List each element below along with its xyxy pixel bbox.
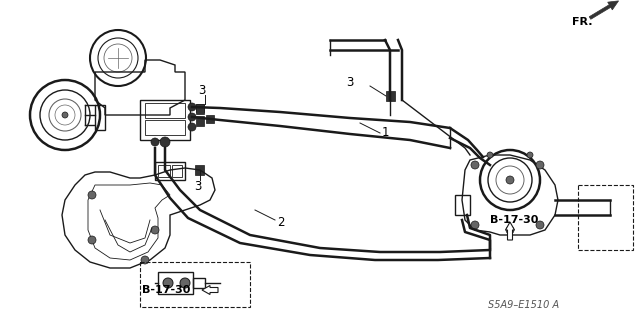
Bar bbox=[145, 103, 185, 118]
Text: 3: 3 bbox=[195, 180, 202, 192]
FancyArrow shape bbox=[506, 222, 515, 240]
Bar bbox=[140, 262, 250, 307]
Bar bbox=[196, 104, 204, 114]
Circle shape bbox=[487, 152, 493, 158]
Circle shape bbox=[88, 236, 96, 244]
Circle shape bbox=[62, 112, 68, 118]
Bar bbox=[196, 104, 204, 112]
FancyArrow shape bbox=[202, 286, 218, 294]
Bar bbox=[158, 272, 193, 294]
Text: S5A9–E1510 A: S5A9–E1510 A bbox=[488, 300, 559, 310]
Bar bbox=[196, 116, 204, 126]
Circle shape bbox=[151, 226, 159, 234]
Text: 2: 2 bbox=[277, 216, 285, 228]
Circle shape bbox=[160, 137, 170, 147]
Text: B-17-30: B-17-30 bbox=[490, 215, 538, 225]
Circle shape bbox=[188, 113, 196, 121]
Bar bbox=[193, 278, 205, 288]
Text: 1: 1 bbox=[382, 127, 390, 139]
Text: 3: 3 bbox=[346, 76, 354, 88]
Bar bbox=[172, 165, 182, 177]
Text: FR.: FR. bbox=[572, 17, 593, 27]
Bar bbox=[206, 115, 214, 123]
Circle shape bbox=[88, 191, 96, 199]
Bar bbox=[145, 120, 185, 135]
Circle shape bbox=[163, 278, 173, 288]
Bar bbox=[158, 165, 170, 177]
Bar bbox=[155, 162, 185, 180]
Circle shape bbox=[506, 176, 514, 184]
Text: B-17-30: B-17-30 bbox=[142, 285, 190, 295]
Circle shape bbox=[188, 123, 196, 131]
Text: 3: 3 bbox=[198, 85, 205, 98]
Bar bbox=[140, 100, 190, 140]
Bar bbox=[95, 105, 105, 130]
Bar bbox=[386, 91, 395, 101]
Circle shape bbox=[471, 221, 479, 229]
Bar bbox=[195, 165, 204, 175]
Circle shape bbox=[471, 161, 479, 169]
Bar bbox=[455, 195, 470, 215]
Circle shape bbox=[527, 152, 533, 158]
FancyArrow shape bbox=[589, 1, 619, 19]
Circle shape bbox=[536, 161, 544, 169]
Circle shape bbox=[180, 278, 190, 288]
Circle shape bbox=[536, 221, 544, 229]
Circle shape bbox=[151, 138, 159, 146]
Bar bbox=[578, 185, 633, 250]
Circle shape bbox=[506, 226, 514, 234]
Circle shape bbox=[141, 256, 149, 264]
Circle shape bbox=[188, 103, 196, 111]
